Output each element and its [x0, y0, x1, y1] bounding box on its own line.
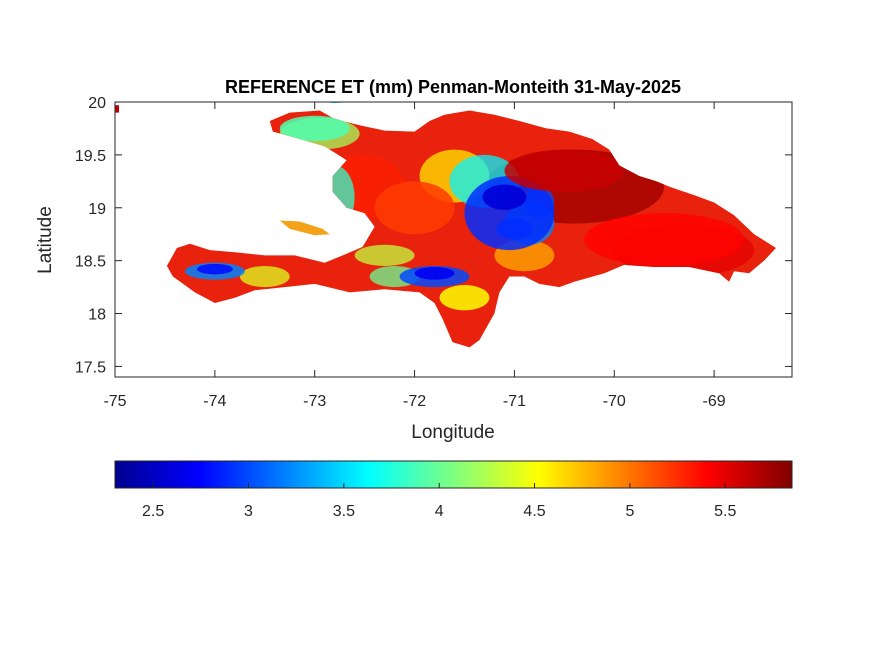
gonave-island [279, 220, 330, 236]
colorbar-tick-label: 3.5 [333, 503, 355, 520]
y-tick-label: 20 [88, 95, 106, 112]
axes-box [114, 101, 793, 378]
et-blob [439, 284, 490, 311]
y-axis-label: Latitude [35, 206, 56, 274]
colorbar-tick-label: 3 [244, 503, 253, 520]
et-blob [196, 263, 233, 275]
x-tick-label: -72 [403, 393, 426, 410]
corner-pixel [115, 105, 119, 113]
x-axis-ticks: -75 -74 -73 -72 -71 -70 -69 [103, 102, 726, 410]
chart-title: REFERENCE ET (mm) Penman-Monteith 31-May… [225, 77, 681, 97]
colorbar-tick-label: 2.5 [142, 503, 164, 520]
colorbar-tick-label: 5 [625, 503, 634, 520]
et-blob [496, 218, 533, 240]
colorbar-tick-label: 4.5 [523, 503, 545, 520]
et-blob [584, 213, 745, 266]
x-tick-label: -75 [103, 393, 126, 410]
colorbar-tick-label: 5.5 [714, 503, 736, 520]
et-blob [239, 265, 290, 288]
x-tick-label: -71 [503, 393, 526, 410]
x-tick-label: -74 [203, 393, 226, 410]
x-tick-label: -70 [603, 393, 626, 410]
et-blob [482, 184, 527, 210]
y-tick-label: 18.5 [75, 254, 106, 271]
colorbar [114, 460, 793, 489]
et-blob [374, 181, 455, 235]
x-tick-label: -69 [703, 393, 726, 410]
y-axis-ticks: 17.5 18 18.5 19 19.5 20 [75, 95, 792, 376]
y-tick-label: 18 [88, 307, 106, 324]
y-tick-label: 19.5 [75, 148, 106, 165]
colorbar-tick-label: 4 [435, 503, 444, 520]
x-tick-label: -73 [303, 393, 326, 410]
et-blob [504, 149, 625, 192]
x-axis-label: Longitude [411, 422, 494, 443]
et-blob [414, 267, 455, 280]
et-variation-blobs [184, 115, 755, 311]
colorbar-ticks: 2.5 3 3.5 4 4.5 5 5.5 [142, 483, 736, 520]
y-tick-label: 19 [88, 201, 106, 218]
et-blob [279, 115, 350, 142]
et-blob [354, 244, 415, 266]
y-tick-label: 17.5 [75, 359, 106, 376]
